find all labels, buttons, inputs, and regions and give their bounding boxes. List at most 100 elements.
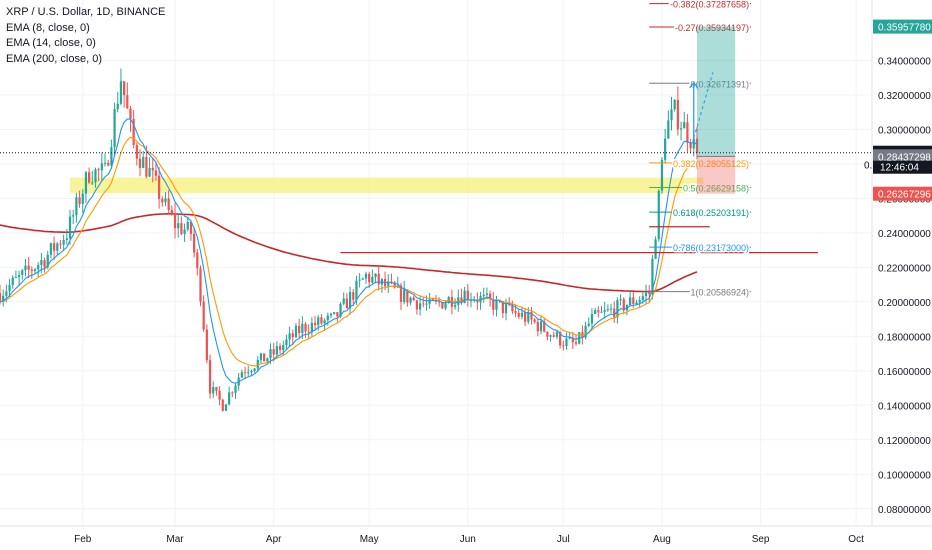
candle-body <box>336 312 339 317</box>
candle-body <box>56 243 59 251</box>
candle-body <box>590 313 594 324</box>
candle-body <box>466 290 469 301</box>
projection-arrow-head <box>689 81 699 89</box>
candle-body <box>269 349 272 359</box>
candle-body <box>212 387 215 394</box>
price-axis: 0.340000000.320000000.300000000.28000000… <box>871 0 932 550</box>
candle-body <box>594 310 597 314</box>
candle-body <box>488 293 492 300</box>
candle-body <box>514 311 517 313</box>
candle-body <box>377 273 380 285</box>
candle-body <box>571 337 574 343</box>
y-tick-label: 0.32000000 <box>878 91 931 102</box>
price-tag-label: 0.35957780 <box>878 23 931 34</box>
y-tick-label: 0.34000000 <box>878 56 931 67</box>
candle-body <box>243 372 247 374</box>
candle-body <box>686 122 689 143</box>
candle-body <box>228 392 231 405</box>
candle-body <box>154 170 158 176</box>
candle-body <box>495 299 498 310</box>
candle-body <box>278 346 282 351</box>
chart-gridlines <box>0 0 872 526</box>
candle-body <box>530 311 533 320</box>
candle-body <box>132 118 135 145</box>
candle-body <box>189 221 193 234</box>
candle-body <box>84 172 88 194</box>
candle-body <box>202 301 205 330</box>
position-stop-zone <box>696 156 736 194</box>
candle-body <box>555 332 559 337</box>
x-tick-label: Jul <box>557 534 570 545</box>
y-tick-label: 0.24000000 <box>878 229 931 240</box>
candle-body <box>527 311 530 322</box>
support-zone <box>70 177 704 194</box>
candle-body <box>648 292 651 294</box>
candle-body <box>641 296 644 300</box>
candle-body <box>272 349 275 355</box>
candle-body <box>186 221 189 230</box>
candle-body <box>492 299 495 310</box>
y-tick-label: 0.20000000 <box>878 298 931 309</box>
candle-body <box>43 260 46 268</box>
candle-body <box>307 331 310 333</box>
x-tick-label: Aug <box>653 534 671 545</box>
candle-body <box>310 322 313 333</box>
candle-body <box>250 370 253 373</box>
candle-body <box>418 303 422 310</box>
price-tag <box>873 19 932 34</box>
candle-body <box>62 239 65 245</box>
candle-body <box>431 299 434 301</box>
candle-body <box>399 285 403 303</box>
candle-body <box>0 293 2 303</box>
candle-body <box>59 243 62 245</box>
candle-body <box>511 304 514 312</box>
candle-body <box>199 268 202 302</box>
candle-body <box>508 304 511 306</box>
candle-body <box>549 335 552 337</box>
time-axis: Feb Mar Apr May Jun Jul Aug Sep Oct <box>0 525 932 550</box>
candle-body <box>24 265 27 271</box>
candle-body <box>501 301 504 314</box>
candle-body <box>606 309 609 311</box>
candle-body <box>170 210 173 214</box>
candle-body <box>651 258 654 294</box>
candle-body <box>148 168 151 177</box>
fib-level-label: 0(0.32671391) <box>691 79 750 89</box>
fib-level-label: 0.382(0.28055125) <box>673 159 749 169</box>
fib-truncated-label: 0. <box>864 161 872 172</box>
candle-body <box>485 293 489 295</box>
candle-body <box>65 238 68 240</box>
candle-body <box>676 99 679 130</box>
time-axis-bg <box>0 526 932 550</box>
candle-body <box>68 216 72 239</box>
candle-body <box>584 325 587 338</box>
candle-body <box>135 144 138 159</box>
candle-body <box>247 372 250 374</box>
candle-body <box>371 277 374 283</box>
candle-body <box>453 304 457 307</box>
countdown-label: 12:46:04 <box>880 163 919 174</box>
fib-level-label: 0.5(0.26629158) <box>683 183 749 193</box>
candle-body <box>129 108 132 119</box>
x-tick-label: Feb <box>74 534 92 545</box>
candle-body <box>568 337 571 339</box>
candle-body <box>304 323 307 332</box>
fib-level-label: -0.27(0.35934197) <box>675 23 749 33</box>
candle-body <box>173 213 177 229</box>
candle-body <box>161 198 164 203</box>
candle-body <box>657 190 660 240</box>
candle-body <box>667 120 670 139</box>
candle-body <box>205 329 208 361</box>
candle-body <box>523 312 527 322</box>
price-tag <box>873 149 932 164</box>
y-tick-label: 0.16000000 <box>878 367 931 378</box>
candle-body <box>603 310 606 312</box>
y-tick-label: 0.10000000 <box>878 470 931 481</box>
ema-200-line <box>0 213 698 293</box>
candle-body <box>660 159 664 191</box>
fib-level-label: 0.618(0.25203191) <box>673 208 749 218</box>
candle-body <box>291 333 294 338</box>
candle-body <box>329 313 333 316</box>
candle-body <box>218 390 221 400</box>
